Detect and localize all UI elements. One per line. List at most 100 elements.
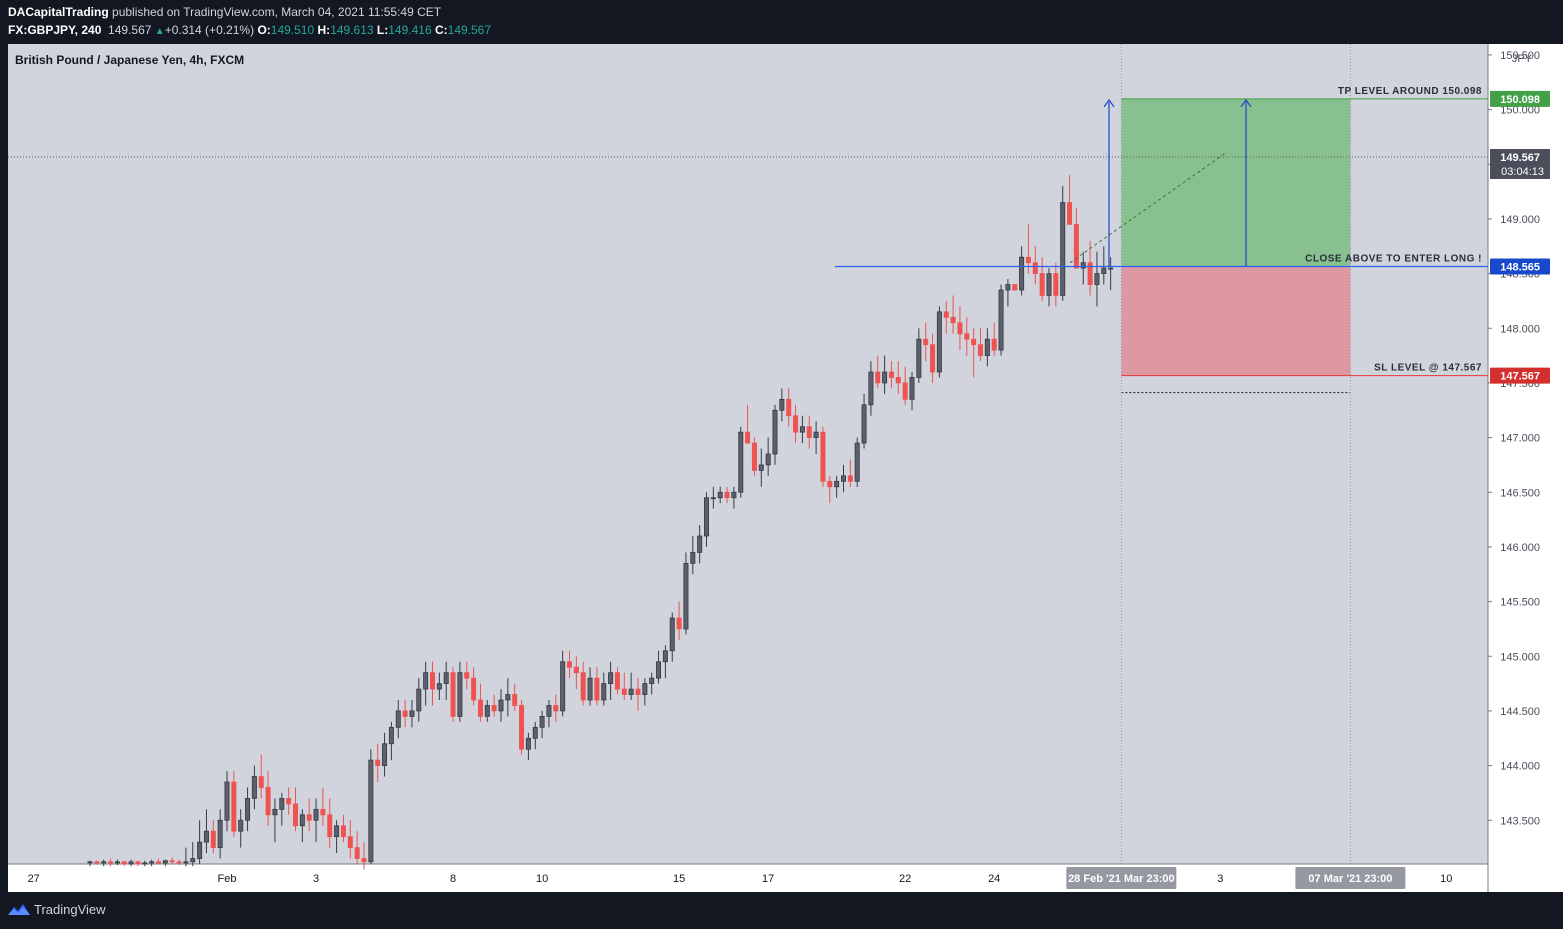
candle: [155, 858, 161, 864]
candle-body: [203, 830, 209, 843]
candle: [950, 295, 956, 334]
annotations-layer: TP LEVEL AROUND 150.098 CLOSE ABOVE TO EN…: [8, 86, 1488, 377]
last-price-badge[interactable]: [1490, 148, 1550, 179]
candle-body: [429, 672, 435, 690]
candle: [594, 667, 600, 706]
candle-body: [135, 861, 141, 865]
zone-start-date-badge[interactable]: [1066, 867, 1177, 889]
candle-body: [176, 861, 182, 864]
candle: [87, 860, 93, 867]
candle: [361, 842, 367, 870]
candle: [676, 601, 682, 640]
candle: [286, 787, 292, 815]
candle: [224, 771, 230, 832]
candle-body: [128, 861, 134, 865]
tradingview-logo-icon[interactable]: [7, 902, 31, 918]
zone-start-date-badge-text: 28 Feb '21 Mar 23:00: [1068, 873, 1175, 885]
candle: [292, 787, 298, 832]
candle-body: [272, 808, 278, 816]
candle: [731, 486, 737, 509]
candle: [978, 328, 984, 362]
candle: [505, 678, 511, 717]
candle-body: [94, 861, 100, 864]
candle-body: [683, 562, 689, 630]
candle: [669, 612, 675, 662]
candle: [539, 710, 545, 739]
zone-end-date-badge[interactable]: [1295, 867, 1406, 889]
entry-price-badge[interactable]: [1490, 258, 1550, 275]
candle-body: [162, 860, 168, 864]
candle: [827, 475, 833, 504]
price-tick-label: 150.000: [1500, 105, 1540, 117]
candle: [1012, 284, 1018, 291]
candle-body: [1080, 262, 1086, 269]
position-zones[interactable]: [1120, 44, 1351, 864]
candle: [108, 858, 114, 867]
candle: [738, 426, 744, 498]
candle-body: [827, 480, 833, 488]
candle-body: [197, 841, 203, 859]
publisher-name[interactable]: DACapitalTrading: [8, 5, 109, 19]
low-label: L:: [376, 23, 389, 37]
candle-body: [991, 338, 997, 351]
candle: [477, 683, 483, 722]
target-zone[interactable]: [1121, 98, 1351, 267]
candle-body: [505, 694, 511, 701]
candle: [128, 859, 134, 867]
candle-body: [875, 371, 881, 384]
candle-body: [210, 830, 216, 849]
candle-body: [943, 311, 949, 318]
last-price-badge-text: 149.567: [1500, 152, 1540, 164]
candle: [340, 814, 346, 843]
candle-body: [471, 677, 477, 701]
candle: [1067, 175, 1073, 225]
time-tick-label: 22: [899, 873, 911, 885]
candle-body: [368, 759, 374, 863]
time-tick-label: 10: [1440, 873, 1452, 885]
candle: [614, 667, 620, 695]
candle-body: [375, 759, 381, 767]
candle-body: [608, 672, 614, 685]
candle: [916, 328, 922, 383]
chart-area[interactable]: TP LEVEL AROUND 150.098 CLOSE ABOVE TO EN…: [0, 44, 1563, 892]
candle-body: [772, 409, 778, 455]
sl-level-text: SL LEVEL @ 147.567: [1374, 363, 1482, 374]
last-price-badge-countdown: 03:04:13: [1501, 166, 1544, 178]
price-change: +0.314 (+0.21%): [164, 23, 255, 37]
candle: [847, 459, 853, 487]
candle: [834, 475, 840, 498]
price-axis[interactable]: [1488, 44, 1563, 892]
sl-price-badge[interactable]: [1490, 367, 1550, 384]
candlestick-chart[interactable]: TP LEVEL AROUND 150.098 CLOSE ABOVE TO EN…: [0, 44, 1563, 892]
candle-body: [1101, 267, 1107, 274]
candle-body: [1019, 256, 1025, 291]
price-tick-label: 149.000: [1500, 214, 1540, 226]
candle: [1032, 246, 1038, 285]
tradingview-brand[interactable]: TradingView: [34, 902, 106, 917]
candle-body: [676, 617, 682, 630]
candle-body: [149, 861, 155, 864]
candle: [806, 415, 812, 449]
tp-level-text: TP LEVEL AROUND 150.098: [1338, 86, 1482, 97]
candle-body: [662, 650, 668, 663]
candle-body: [567, 661, 573, 668]
candle: [786, 388, 792, 427]
time-axis[interactable]: [8, 864, 1488, 892]
tp-price-badge[interactable]: [1490, 90, 1550, 107]
arrow-up-icon: [1240, 98, 1252, 108]
candle-body: [464, 672, 470, 679]
candle-body: [292, 803, 298, 827]
candle-body: [361, 858, 367, 863]
candle: [690, 536, 696, 575]
price-tick-label: 148.000: [1500, 323, 1540, 335]
candle: [573, 656, 579, 690]
candle: [210, 820, 216, 854]
candle: [635, 678, 641, 711]
stop-zone[interactable]: [1121, 266, 1351, 376]
candle: [368, 749, 374, 864]
candle-body: [245, 798, 251, 821]
entry-price-badge-text: 148.565: [1500, 261, 1540, 273]
candle: [957, 306, 963, 351]
time-tick-label: 10: [536, 873, 548, 885]
candle: [436, 672, 442, 700]
